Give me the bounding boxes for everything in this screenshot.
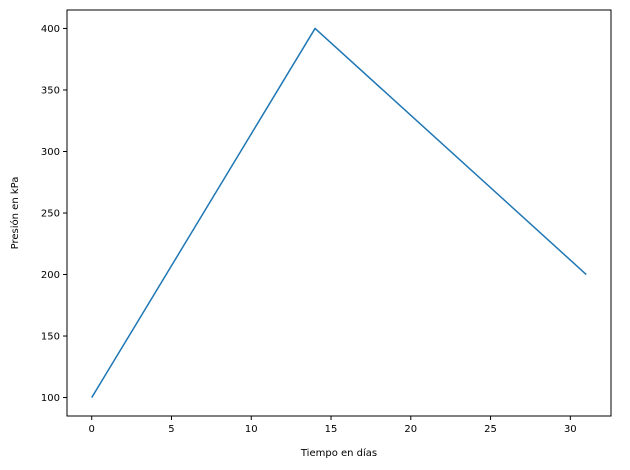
y-tick-label: 200 [41, 270, 60, 281]
y-tick-label: 100 [41, 393, 60, 404]
x-axis-ticks: 0 5 10 15 20 25 30 [89, 416, 577, 435]
x-axis-label: Tiempo en días [300, 447, 377, 459]
x-tick-label: 15 [325, 424, 338, 435]
x-tick-label: 5 [168, 424, 174, 435]
y-axis-label: Presión en kPa [9, 177, 21, 250]
x-tick-label: 0 [89, 424, 95, 435]
x-tick-label: 30 [564, 424, 577, 435]
x-tick-label: 25 [484, 424, 497, 435]
x-tick-label: 10 [245, 424, 258, 435]
y-tick-label: 400 [41, 24, 60, 35]
plot-layer [91, 27, 587, 398]
y-axis-ticks: 100 150 200 250 300 350 400 [41, 24, 67, 404]
y-tick-label: 150 [41, 332, 60, 343]
x-tick-label: 20 [404, 424, 417, 435]
y-tick-label: 350 [41, 85, 60, 96]
y-tick-label: 300 [41, 147, 60, 158]
series-line-0 [91, 27, 587, 398]
y-tick-label: 250 [41, 209, 60, 220]
